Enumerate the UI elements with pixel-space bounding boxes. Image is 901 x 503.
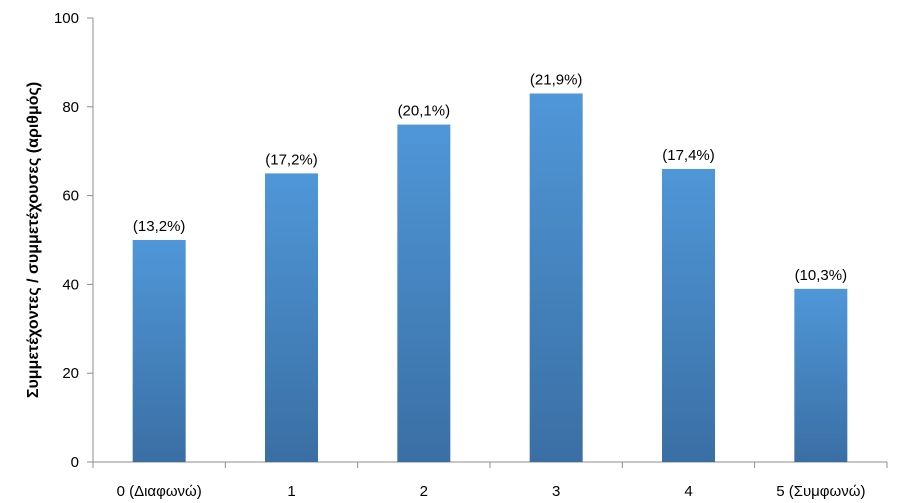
bar: [132, 240, 186, 462]
bar-data-label: (10,3%): [795, 267, 848, 284]
data-labels: (13,2%) (17,2%) (20,1%) (21,9%) (17,4%) (10,3…: [133, 71, 847, 283]
x-tick-label: 2: [420, 483, 428, 500]
y-tick-label: 80: [62, 99, 79, 116]
bars: [132, 93, 848, 462]
bar: [265, 173, 318, 462]
bar: [397, 124, 451, 462]
bar: [662, 168, 715, 462]
y-ticks: 0 20 40 60 80 100: [54, 10, 93, 471]
y-tick-label: 60: [62, 188, 79, 205]
x-tick-label: 0 (Διαφωνώ): [117, 483, 202, 500]
x-tick-label: 3: [552, 483, 560, 500]
bar: [794, 288, 848, 462]
x-labels: 0 (Διαφωνώ) 1 2 3 4 5 (Συμφωνώ): [117, 483, 866, 500]
bar-data-label: (20,1%): [398, 103, 451, 120]
y-tick-label: 0: [71, 454, 79, 471]
bar-data-label: (13,2%): [133, 218, 186, 235]
bar: [529, 93, 583, 462]
y-tick-label: 100: [54, 10, 79, 27]
x-tick-label: 1: [287, 483, 295, 500]
bar-data-label: (17,2%): [265, 151, 318, 168]
y-tick-label: 20: [62, 365, 79, 382]
x-tick-label: 5 (Συμφωνώ): [776, 483, 865, 500]
y-tick-label: 40: [62, 276, 79, 293]
x-ticks: [92, 462, 888, 468]
x-tick-label: 4: [684, 483, 692, 500]
y-axis-label: Συμμετέχοντες / συμμετέχουσες (αριθμός): [25, 82, 42, 398]
bar-data-label: (21,9%): [530, 71, 583, 88]
bar-data-label: (17,4%): [662, 147, 715, 164]
